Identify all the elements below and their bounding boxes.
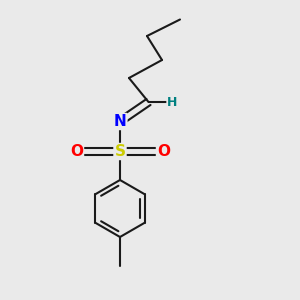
Text: O: O xyxy=(70,144,83,159)
Text: O: O xyxy=(157,144,170,159)
Text: S: S xyxy=(115,144,125,159)
Text: N: N xyxy=(114,114,126,129)
Text: H: H xyxy=(167,95,178,109)
